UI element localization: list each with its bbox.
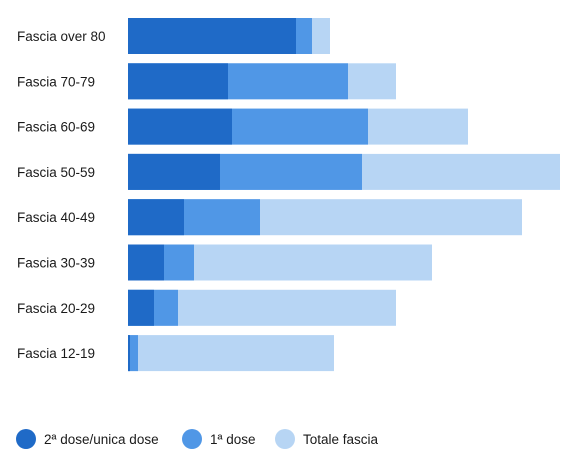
category-label: Fascia 40-49 <box>17 210 95 225</box>
category-label: Fascia 50-59 <box>17 165 95 180</box>
category-label: Fascia over 80 <box>17 29 106 44</box>
bar-first-dose <box>128 335 138 372</box>
category-labels: Fascia over 80 Fascia 70-79 Fascia 60-69 Fa… <box>17 29 106 361</box>
bar-total <box>128 335 334 372</box>
bar-second-dose <box>128 63 228 100</box>
legend-swatch <box>275 429 295 449</box>
legend: 2ª dose/unica dose 1ª dose Totale fascia <box>16 429 379 449</box>
legend-label: Totale fascia <box>303 432 379 447</box>
bar-second-dose <box>128 18 296 54</box>
legend-swatch <box>16 429 36 449</box>
category-label: Fascia 12-19 <box>17 346 95 361</box>
category-label: Fascia 20-29 <box>17 301 95 316</box>
bar-second-dose <box>128 108 232 145</box>
bar-second-dose <box>128 199 184 236</box>
bars <box>128 18 560 372</box>
bar-second-dose <box>128 335 130 372</box>
legend-swatch <box>182 429 202 449</box>
legend-label: 2ª dose/unica dose <box>44 432 159 447</box>
category-label: Fascia 60-69 <box>17 120 95 135</box>
bar-second-dose <box>128 289 154 326</box>
bar-second-dose <box>128 244 164 281</box>
bar-second-dose <box>128 153 220 190</box>
category-label: Fascia 30-39 <box>17 256 95 271</box>
category-label: Fascia 70-79 <box>17 74 95 89</box>
legend-label: 1ª dose <box>210 432 256 447</box>
